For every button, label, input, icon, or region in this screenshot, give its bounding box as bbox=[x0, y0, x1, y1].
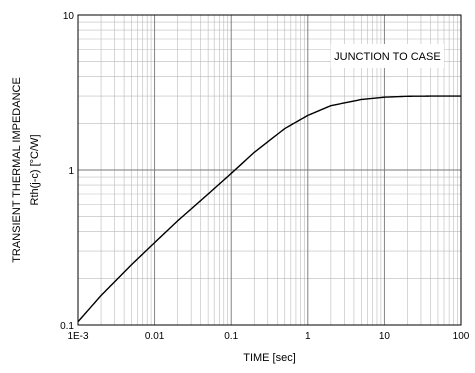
x-tick-label: 0.1 bbox=[224, 331, 238, 342]
x-tick-label: 0.01 bbox=[145, 331, 165, 342]
y-tick-label: 10 bbox=[63, 11, 75, 22]
y-tick-label: 0.1 bbox=[60, 321, 74, 332]
annotation-box: JUNCTION TO CASE bbox=[330, 43, 445, 68]
annotation-label: JUNCTION TO CASE bbox=[334, 51, 441, 63]
x-tick-label: 1E-3 bbox=[67, 331, 89, 342]
plot-frame bbox=[77, 14, 462, 326]
x-tick-label: 10 bbox=[379, 331, 391, 342]
y-tick-labels: 0.1 1 10 bbox=[60, 11, 74, 332]
x-tick-labels: 1E-3 0.01 0.1 1 10 100 bbox=[67, 331, 469, 342]
y-axis-title-line1: TRANSIENT THERMAL IMPEDANCE bbox=[11, 77, 23, 263]
series-line bbox=[77, 95, 461, 323]
x-tick-label: 1 bbox=[305, 331, 311, 342]
y-axis-title-line2: Rth(j-c) [°C/W] bbox=[29, 134, 41, 205]
x-axis-title: TIME [sec] bbox=[243, 352, 296, 364]
x-tick-label: 100 bbox=[453, 331, 470, 342]
y-tick-label: 1 bbox=[68, 166, 74, 177]
